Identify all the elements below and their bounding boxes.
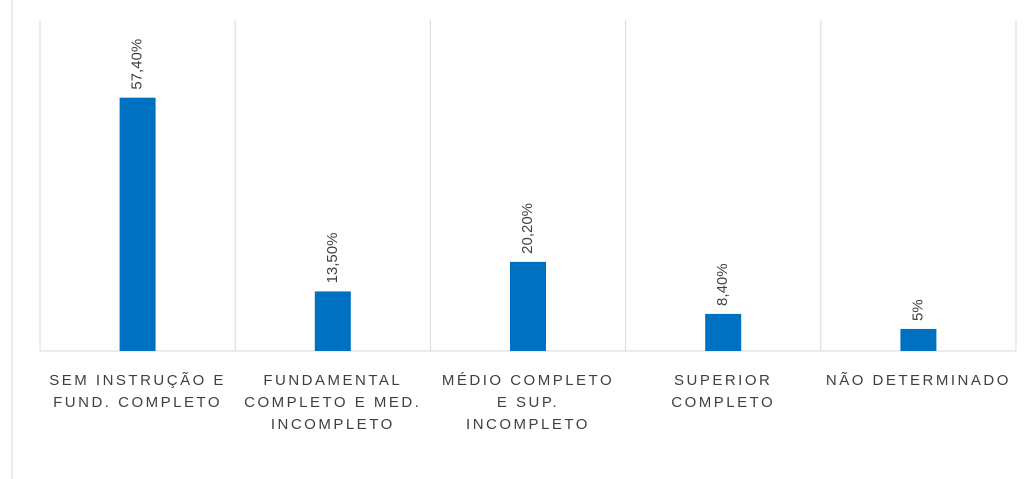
x-tick-label: NÃO DETERMINADO: [825, 372, 1011, 389]
value-label: 20,20%: [519, 203, 536, 254]
value-label: 13,50%: [324, 233, 341, 284]
value-label: 57,40%: [129, 39, 146, 90]
bar: [705, 313, 742, 351]
x-tick-label: SUPERIOR COMPLETO: [671, 372, 776, 411]
x-tick-label: SEM INSTRUÇÃO E FUND. COMPLETO: [49, 372, 226, 411]
bar: [510, 261, 546, 351]
value-label: 8,40%: [714, 263, 731, 306]
bar: [900, 328, 937, 351]
bar: [314, 291, 351, 351]
x-tick-label: MÉDIO COMPLETO E SUP. INCOMPLETO: [441, 372, 615, 433]
x-tick-label: FUNDAMENTAL COMPLETO E MED. INCOMPLETO: [244, 372, 422, 433]
value-label: 5%: [909, 299, 926, 321]
bar: [119, 97, 156, 351]
